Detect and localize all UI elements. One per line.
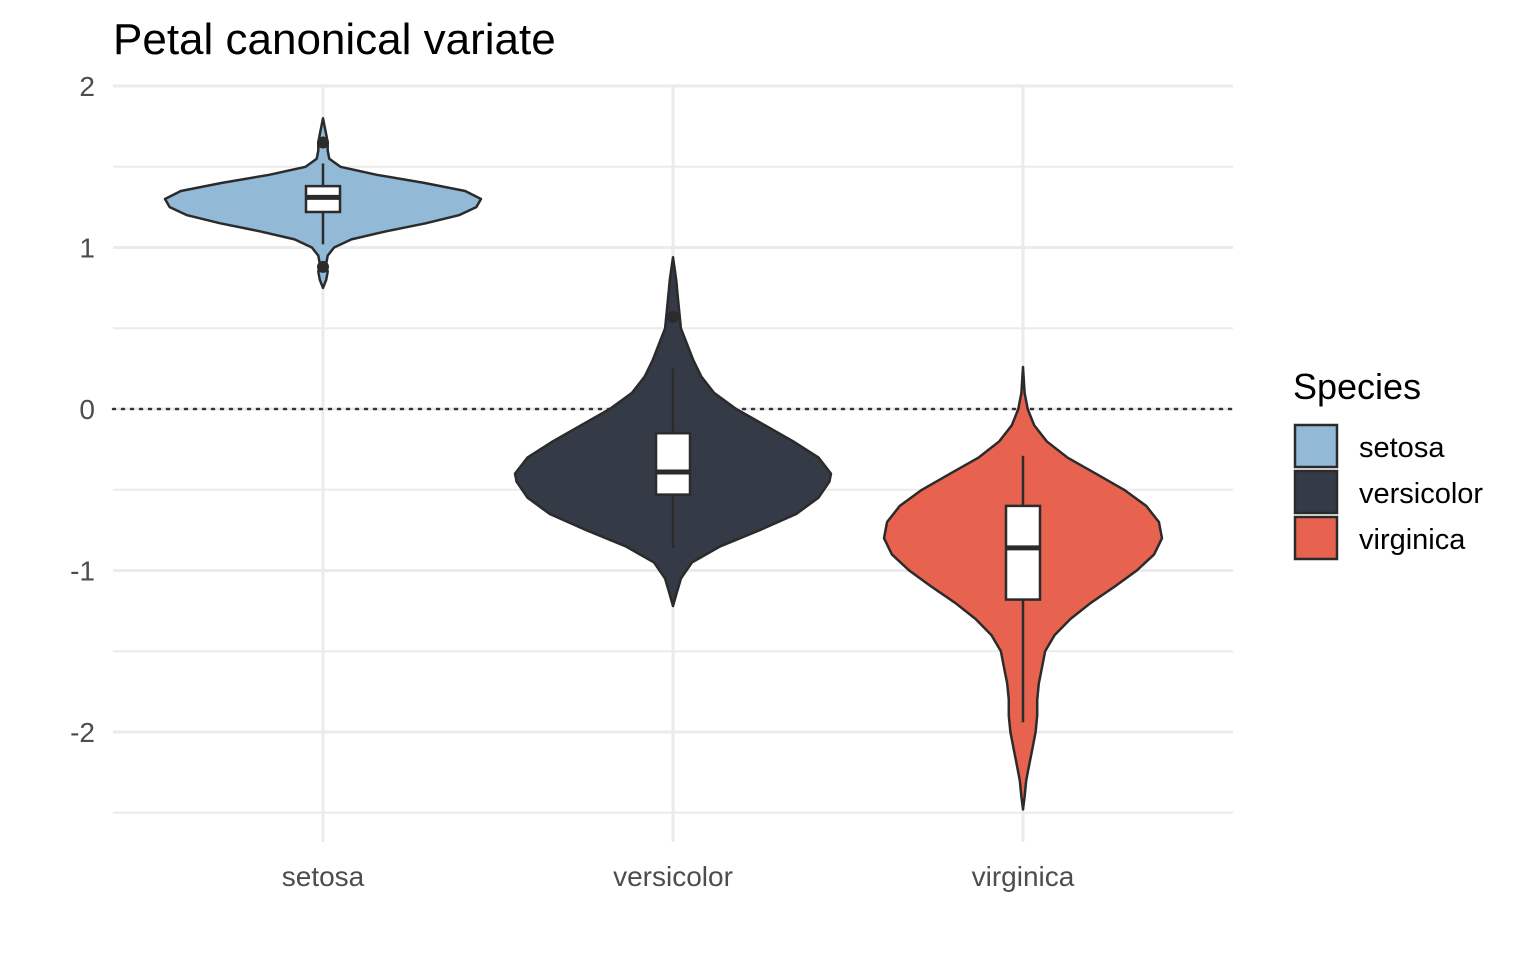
legend-label-setosa: setosa	[1359, 432, 1445, 464]
box-iqr	[654, 431, 692, 496]
legend: Species setosa versicolor virginica	[1293, 366, 1483, 561]
x-tick-label-versicolor: versicolor	[613, 861, 733, 892]
outlier-point	[317, 260, 329, 273]
x-tick-label-virginica: virginica	[972, 861, 1075, 892]
legend-label-versicolor: versicolor	[1359, 478, 1483, 510]
outlier-point	[317, 136, 329, 149]
legend-label-virginica: virginica	[1359, 524, 1466, 556]
chart-title: Petal canonical variate	[113, 15, 556, 64]
box-iqr	[1004, 504, 1042, 601]
boxplot-versicolor	[654, 310, 692, 548]
boxplot-setosa	[304, 136, 342, 273]
legend-swatch-virginica	[1293, 515, 1339, 561]
y-tick-label: 0	[79, 394, 95, 425]
legend-swatch-setosa	[1293, 423, 1339, 469]
legend-items: setosa versicolor virginica	[1293, 423, 1483, 561]
axes: 2 1 0 -1 -2 setosa versicolor virginica	[70, 71, 1075, 892]
y-tick-label: -2	[70, 717, 95, 748]
outlier-point	[667, 310, 679, 323]
y-tick-label: -1	[70, 556, 95, 587]
y-tick-label: 1	[79, 233, 95, 264]
legend-title: Species	[1293, 366, 1421, 407]
legend-swatch-versicolor	[1293, 469, 1339, 515]
boxplot-virginica	[1004, 455, 1042, 723]
x-tick-label-setosa: setosa	[282, 861, 365, 892]
boxplots	[304, 136, 1042, 723]
y-tick-label: 2	[79, 71, 95, 102]
